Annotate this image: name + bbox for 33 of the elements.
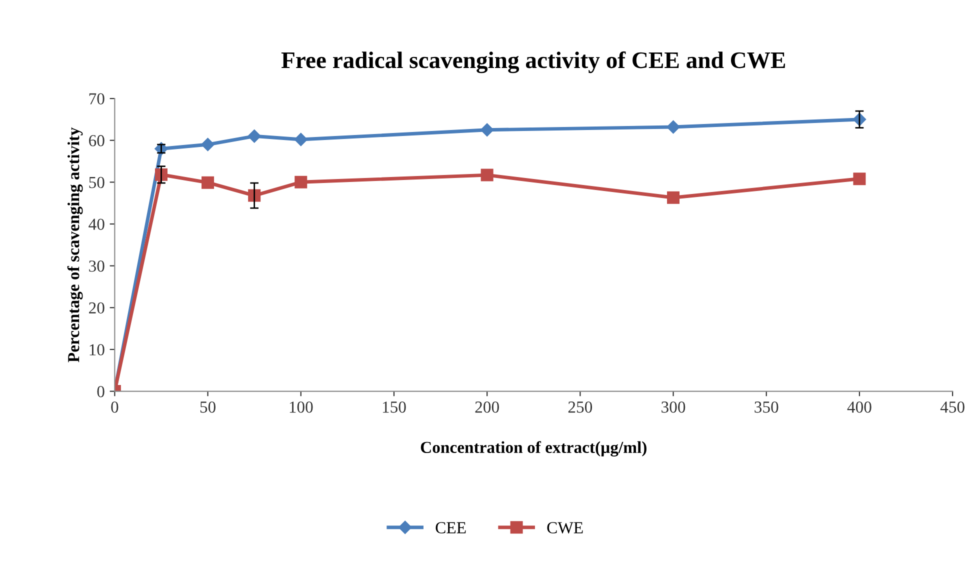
x-tick-label: 350 xyxy=(754,401,778,413)
chart-title: Free radical scavenging activity of CEE and CWE xyxy=(281,51,786,74)
y-tick-label: 0 xyxy=(97,386,104,398)
x-tick-label: 400 xyxy=(847,401,872,413)
legend-label: CWE xyxy=(547,522,583,534)
y-axis-title: Percentage of scavenging activity xyxy=(67,127,83,362)
y-tick-label: 20 xyxy=(89,302,104,314)
y-tick-label: 30 xyxy=(89,260,104,272)
y-tick-label: 60 xyxy=(89,135,104,146)
x-tick-label: 300 xyxy=(662,401,686,413)
point xyxy=(480,123,494,136)
y-tick-label: 50 xyxy=(89,176,104,188)
x-tick-label: 0 xyxy=(111,401,118,413)
x-axis-title: Concentration of extract(µg/ml) xyxy=(420,441,646,457)
x-tick-label: 100 xyxy=(290,401,313,413)
x-tick-label: 150 xyxy=(382,401,406,413)
point xyxy=(201,138,214,152)
point xyxy=(666,120,680,134)
y-tick-label: 70 xyxy=(89,93,104,104)
legend-label: CEE xyxy=(436,522,466,534)
point xyxy=(853,172,866,186)
point xyxy=(294,132,308,146)
point xyxy=(248,130,261,143)
point xyxy=(294,176,308,188)
point xyxy=(480,168,494,182)
y-tick-label: 10 xyxy=(90,344,104,356)
y-tick-label: 40 xyxy=(88,218,104,230)
point xyxy=(202,176,214,189)
x-tick-label: 450 xyxy=(940,401,964,413)
x-tick-label: 250 xyxy=(568,401,592,413)
x-tick-label: 50 xyxy=(200,401,216,413)
point xyxy=(667,191,680,204)
x-tick-label: 200 xyxy=(475,401,499,413)
